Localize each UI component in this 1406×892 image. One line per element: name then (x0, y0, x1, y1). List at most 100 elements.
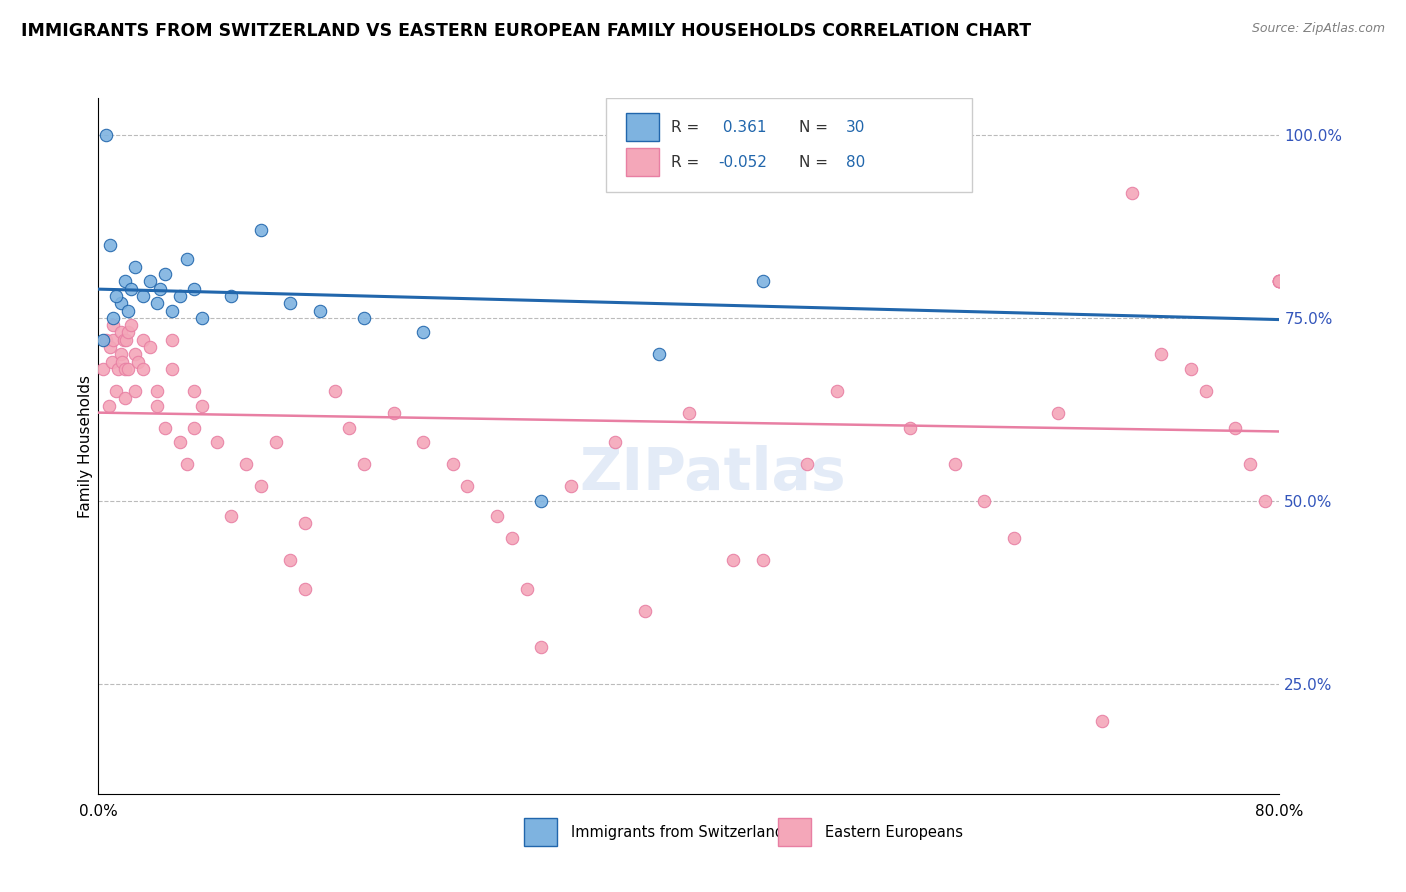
Point (191, 399, 214, 413)
Point (1002, 531, 1025, 545)
Point (796, 458, 818, 472)
Point (280, 296, 302, 310)
Point (115, 333, 138, 347)
Point (501, 531, 523, 545)
Point (132, 289, 155, 303)
Point (132, 333, 155, 347)
Point (339, 420, 361, 434)
Point (114, 274, 136, 288)
Point (191, 310, 214, 325)
Text: N =: N = (799, 120, 828, 135)
Point (153, 420, 176, 434)
Point (280, 552, 302, 566)
Point (114, 362, 136, 376)
Text: Source: ZipAtlas.com: Source: ZipAtlas.com (1251, 22, 1385, 36)
Point (162, 333, 183, 347)
Point (516, 582, 538, 596)
Point (146, 384, 169, 398)
Point (117, 303, 139, 318)
Text: Eastern Europeans: Eastern Europeans (825, 824, 963, 839)
Point (94, 128, 117, 142)
Point (120, 318, 142, 333)
Text: 0.361: 0.361 (718, 120, 766, 135)
Point (91, 362, 114, 376)
Point (117, 326, 139, 340)
Point (221, 508, 243, 523)
Point (91, 333, 114, 347)
Point (205, 435, 228, 450)
Text: N =: N = (799, 154, 828, 169)
Point (169, 289, 191, 303)
Point (127, 355, 149, 369)
Point (110, 326, 132, 340)
Bar (626, 148, 659, 176)
FancyBboxPatch shape (606, 98, 973, 192)
Point (294, 582, 316, 596)
Point (900, 420, 922, 434)
Point (973, 494, 995, 508)
Point (1180, 362, 1202, 376)
Point (1268, 274, 1291, 288)
Text: 80: 80 (846, 154, 865, 169)
Point (900, 164, 922, 178)
Point (1268, 274, 1291, 288)
Text: Immigrants from Switzerland: Immigrants from Switzerland (571, 824, 785, 839)
Point (97, 399, 120, 413)
Point (825, 384, 848, 398)
Point (353, 310, 375, 325)
Text: -0.052: -0.052 (718, 154, 768, 169)
Point (221, 289, 243, 303)
Point (486, 508, 509, 523)
Bar (523, 818, 557, 846)
Point (117, 362, 139, 376)
Point (139, 274, 162, 288)
Point (107, 362, 129, 376)
Text: R =: R = (671, 154, 699, 169)
Point (124, 384, 146, 398)
Point (1091, 714, 1114, 728)
Point (146, 296, 169, 310)
Point (1195, 384, 1218, 398)
Point (149, 281, 172, 295)
Point (678, 406, 700, 420)
Point (183, 384, 205, 398)
Point (105, 289, 128, 303)
Point (752, 552, 775, 566)
Point (1046, 406, 1070, 420)
Text: R =: R = (671, 120, 699, 135)
Text: IMMIGRANTS FROM SWITZERLAND VS EASTERN EUROPEAN FAMILY HOUSEHOLDS CORRELATION CH: IMMIGRANTS FROM SWITZERLAND VS EASTERN E… (21, 22, 1031, 40)
Point (412, 326, 434, 340)
Point (176, 252, 198, 267)
Point (309, 303, 332, 318)
Point (169, 435, 191, 450)
Point (1254, 494, 1277, 508)
Point (124, 347, 146, 361)
Point (530, 494, 553, 508)
Point (412, 435, 434, 450)
Point (139, 340, 162, 354)
Point (110, 347, 132, 361)
Point (146, 399, 169, 413)
Point (752, 274, 775, 288)
Point (105, 384, 128, 398)
Point (114, 392, 136, 406)
Point (183, 420, 205, 434)
Point (1268, 274, 1291, 288)
Point (153, 267, 176, 281)
Point (162, 303, 183, 318)
Point (94, 333, 117, 347)
Point (98, 340, 121, 354)
Text: 30: 30 (846, 120, 866, 135)
Point (648, 347, 671, 361)
Point (124, 260, 146, 274)
Bar (626, 113, 659, 141)
Point (250, 223, 273, 237)
Point (162, 362, 183, 376)
Point (103, 310, 125, 325)
Y-axis label: Family Households: Family Households (77, 375, 93, 517)
Point (634, 604, 657, 618)
Point (1268, 274, 1291, 288)
Point (441, 458, 464, 472)
Point (530, 640, 553, 655)
Point (457, 479, 479, 493)
